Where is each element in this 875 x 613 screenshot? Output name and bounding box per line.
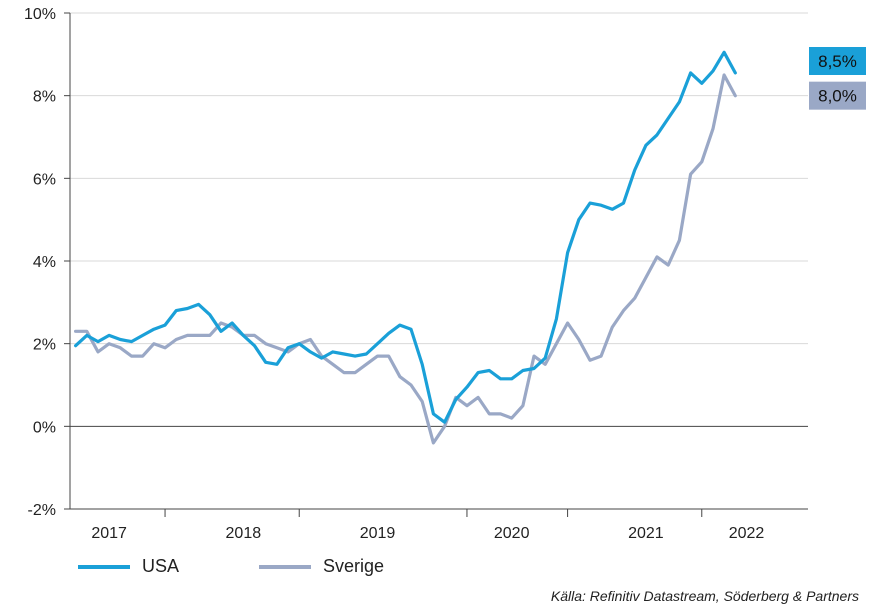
legend-item-usa: USA bbox=[78, 556, 179, 577]
source-note: Källa: Refinitiv Datastream, Söderberg &… bbox=[550, 588, 859, 604]
y-tick-label: 8% bbox=[33, 89, 56, 106]
gridlines bbox=[70, 12, 808, 510]
legend-swatch-usa bbox=[78, 564, 130, 569]
inflation-chart: -2% 0% 2% 4% 6% 8% 10% 2017 2018 2019 2020 2021 2022… bbox=[24, 6, 866, 542]
end-labels: 8,5% 8,0% bbox=[809, 47, 866, 110]
end-label-text: 8,0% bbox=[818, 87, 857, 106]
series-line-usa bbox=[74, 50, 737, 424]
end-label-box bbox=[809, 47, 866, 75]
x-tick-label: 2021 bbox=[628, 525, 664, 542]
x-tick-label: 2017 bbox=[91, 525, 127, 542]
y-tick-label: 4% bbox=[33, 254, 56, 271]
series-line-sverige bbox=[74, 73, 737, 445]
x-tick-label: 2022 bbox=[729, 525, 765, 542]
end-label-box bbox=[809, 81, 866, 110]
y-tick-label: 2% bbox=[33, 337, 56, 354]
x-tick-label: 2020 bbox=[494, 525, 530, 542]
legend-label-usa: USA bbox=[142, 556, 180, 576]
end-label-sverige: 8,0% bbox=[809, 81, 866, 110]
y-tick-label: 10% bbox=[24, 6, 56, 23]
series-layer bbox=[74, 50, 737, 445]
legend: USA Sverige bbox=[78, 556, 464, 577]
x-tick-label: 2019 bbox=[360, 525, 396, 542]
y-tick-label: 0% bbox=[33, 419, 56, 436]
legend-label-sverige: Sverige bbox=[323, 556, 385, 576]
end-label-usa: 8,5% bbox=[809, 47, 866, 75]
x-tick-label: 2018 bbox=[226, 525, 262, 542]
y-tick-label: 6% bbox=[33, 171, 56, 188]
axes: -2% 0% 2% 4% 6% 8% 10% 2017 2018 2019 2020 2021 2022 bbox=[24, 6, 808, 542]
legend-item-sverige: Sverige bbox=[259, 556, 384, 577]
end-label-text: 8,5% bbox=[818, 52, 857, 71]
legend-swatch-sverige bbox=[259, 564, 312, 569]
y-tick-label: -2% bbox=[28, 502, 56, 519]
